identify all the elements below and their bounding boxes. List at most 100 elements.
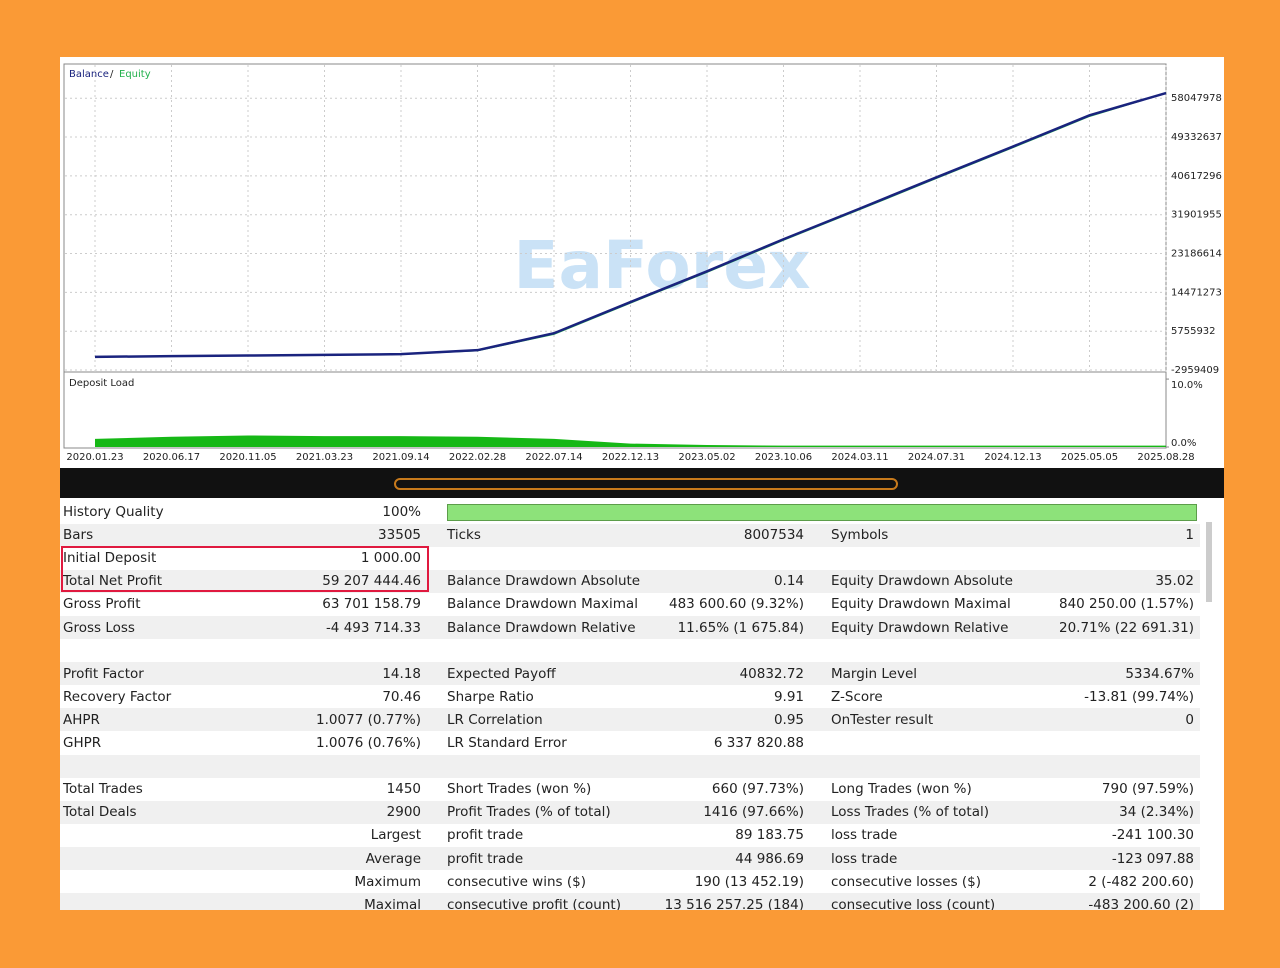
- cell: 660 (97.73%): [711, 781, 804, 798]
- cell: 33505: [378, 527, 421, 544]
- cell: Maximal: [364, 896, 421, 910]
- cell: 2900: [386, 804, 421, 821]
- cell: loss trade: [831, 827, 898, 844]
- cell: 0.14: [773, 573, 804, 590]
- x-tick-label: 2021.09.14: [372, 452, 429, 463]
- x-tick-label: 2020.01.23: [66, 452, 123, 463]
- cell: Margin Level: [831, 665, 918, 682]
- legend-balance: Balance: [69, 69, 109, 80]
- cell: History Quality: [63, 504, 164, 520]
- x-tick-label: 2025.08.28: [1137, 452, 1194, 463]
- cell: OnTester result: [831, 711, 934, 728]
- series-line: [94, 91, 1167, 359]
- row-shade: [60, 616, 1200, 640]
- cell: -13.81 (99.74%): [1084, 688, 1194, 705]
- cell: Total Net Profit: [63, 573, 163, 590]
- cell: -123 097.88: [1111, 850, 1194, 867]
- row-shade: [60, 662, 1200, 686]
- x-tick-label: 2023.05.02: [678, 452, 735, 463]
- x-tick-label: 2022.07.14: [525, 452, 582, 463]
- cell: Expected Payoff: [447, 665, 556, 682]
- splitter: [60, 468, 1224, 498]
- cell: 6 337 820.88: [713, 735, 804, 751]
- x-tick-label: 2025.05.05: [1061, 452, 1118, 463]
- cell: 483 600.60 (9.32%): [668, 596, 804, 613]
- legend-equity: Equity: [119, 69, 151, 80]
- quality-bar: [447, 504, 1197, 521]
- cell: Z-Score: [831, 688, 883, 705]
- load-area: [95, 435, 1166, 447]
- cell: consecutive wins ($): [447, 873, 586, 890]
- cell: 34 (2.34%): [1119, 804, 1194, 821]
- cell: 14.18: [382, 665, 421, 682]
- cell: Total Deals: [63, 804, 137, 821]
- cell: 1450: [386, 781, 421, 798]
- plot-frame: [63, 63, 1167, 373]
- y-tick-label: 23186614: [1171, 249, 1222, 260]
- cell: 89 183.75: [735, 827, 804, 844]
- cell: 2 (-482 200.60): [1088, 873, 1194, 890]
- cell: -483 200.60 (2): [1088, 896, 1194, 910]
- cell: LR Correlation: [447, 711, 543, 728]
- cell: 100%: [382, 504, 421, 520]
- cell: 190 (13 452.19): [694, 873, 804, 890]
- x-tick-label: 2020.11.05: [219, 452, 276, 463]
- legend-slash: /: [110, 69, 114, 80]
- y-tick-label: 14471273: [1171, 287, 1222, 298]
- cell: profit trade: [447, 827, 524, 844]
- cell: Gross Loss: [63, 619, 135, 636]
- cell: Ticks: [447, 527, 481, 544]
- load-frame: [63, 371, 1167, 449]
- cell: consecutive profit (count): [447, 896, 621, 910]
- cell: 63 701 158.79: [322, 596, 421, 613]
- cell: GHPR: [63, 735, 102, 751]
- cell: 1: [1185, 527, 1194, 544]
- cell: 44 986.69: [735, 850, 804, 867]
- cell: Balance Drawdown Maximal: [447, 596, 638, 613]
- y-tick-label: 0.0%: [1171, 438, 1196, 449]
- cell: Bars: [63, 527, 94, 544]
- cell: Short Trades (won %): [447, 781, 592, 798]
- y-tick-label: 58047978: [1171, 93, 1222, 104]
- report-table: History Quality 100% Bars 33505 Ticks 8007534…: [60, 501, 1224, 910]
- cell: Initial Deposit: [63, 550, 157, 567]
- cell: 840 250.00 (1.57%): [1058, 596, 1194, 613]
- splitter-grip[interactable]: [394, 478, 898, 490]
- row-shade: [60, 800, 1200, 824]
- cell: consecutive loss (count): [831, 896, 996, 910]
- y-tick-label: 5755932: [1171, 326, 1216, 337]
- cell: 13 516 257.25 (184): [664, 896, 804, 910]
- cell: Equity Drawdown Absolute: [831, 573, 1013, 590]
- cell: 8007534: [743, 527, 804, 544]
- cell: -4 493 714.33: [325, 619, 421, 636]
- cell: Largest: [370, 827, 421, 844]
- cell: consecutive losses ($): [831, 873, 982, 890]
- cell: 20.71% (22 691.31): [1058, 619, 1194, 636]
- load-title: Deposit Load: [69, 378, 134, 389]
- x-tick-label: 2022.12.13: [602, 452, 659, 463]
- row-shade: [60, 569, 1200, 593]
- cell: -241 100.30: [1111, 827, 1194, 844]
- row-shade: [60, 893, 1200, 910]
- scrollbar[interactable]: [1206, 522, 1212, 602]
- highlight-box: [61, 546, 429, 593]
- cell: Symbols: [831, 527, 889, 544]
- cell: 1 000.00: [360, 550, 421, 567]
- x-tick-label: 2024.07.31: [908, 452, 965, 463]
- watermark: EaForex: [513, 227, 810, 304]
- row-shade: [60, 754, 1200, 778]
- cell: LR Standard Error: [447, 735, 567, 751]
- cell: 1.0077 (0.77%): [316, 711, 421, 728]
- row-shade: [60, 708, 1200, 732]
- x-tick-label: 2023.10.06: [755, 452, 812, 463]
- cell: Sharpe Ratio: [447, 688, 534, 705]
- cell: Gross Profit: [63, 596, 141, 613]
- cell: Equity Drawdown Maximal: [831, 596, 1011, 613]
- cell: 790 (97.59%): [1101, 781, 1194, 798]
- cell: 0: [1185, 711, 1194, 728]
- cell: Total Trades: [63, 781, 143, 798]
- cell: Balance Drawdown Absolute: [447, 573, 641, 590]
- y-tick-label: 10.0%: [1171, 380, 1203, 391]
- cell: 1416 (97.66%): [703, 804, 804, 821]
